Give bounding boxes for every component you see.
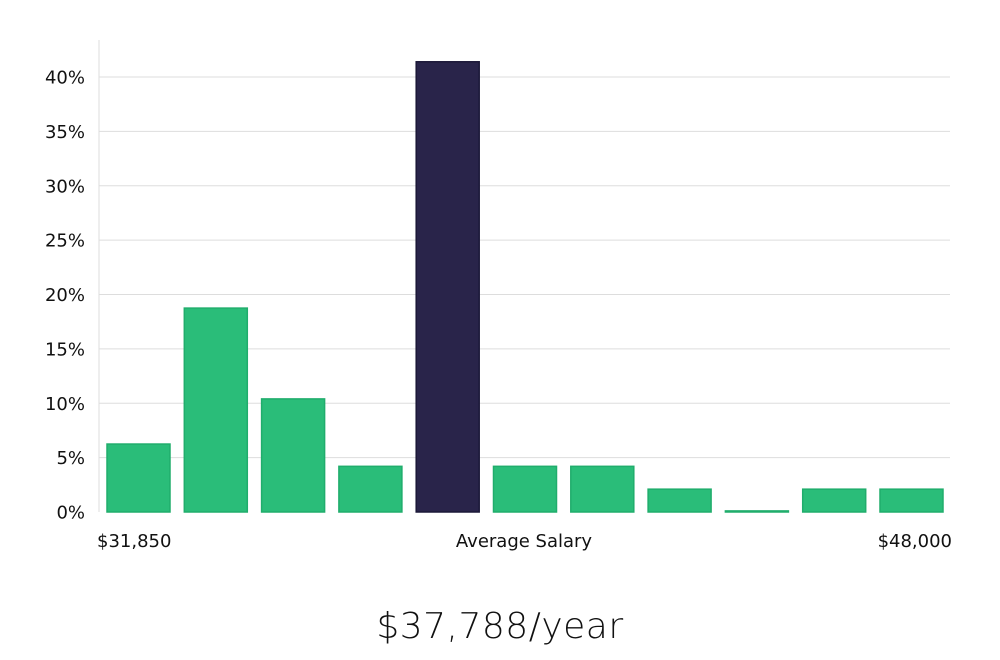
bar (492, 465, 558, 513)
bar (879, 488, 944, 513)
bars (106, 61, 944, 513)
average-salary-value: $37,788/year (376, 606, 624, 647)
y-tick-label: 10% (45, 394, 85, 415)
y-tick-label: 40% (45, 68, 85, 89)
x-label-average: Average Salary (456, 531, 593, 552)
bar (801, 488, 867, 513)
bar (106, 443, 171, 513)
bar-average (415, 61, 480, 513)
bar (647, 488, 712, 513)
y-tick-label: 20% (45, 285, 85, 306)
bar (183, 307, 249, 513)
y-tick-labels: 0% 5% 10% 15% 20% 25% 30% 35% 40% (45, 68, 85, 524)
bar (260, 398, 326, 513)
bar (570, 465, 635, 513)
bar (724, 510, 790, 513)
y-tick-label: 30% (45, 176, 85, 197)
y-tick-label: 25% (45, 231, 85, 252)
salary-histogram: 0% 5% 10% 15% 20% 25% 30% 35% 40% $31,850 Averag… (45, 40, 952, 552)
bar (338, 465, 403, 513)
y-tick-label: 15% (45, 339, 85, 360)
y-tick-label: 35% (45, 122, 85, 143)
x-label-max: $48,000 (878, 531, 952, 552)
x-label-min: $31,850 (97, 531, 171, 552)
y-tick-label: 5% (56, 448, 85, 469)
y-tick-label: 0% (56, 503, 85, 524)
